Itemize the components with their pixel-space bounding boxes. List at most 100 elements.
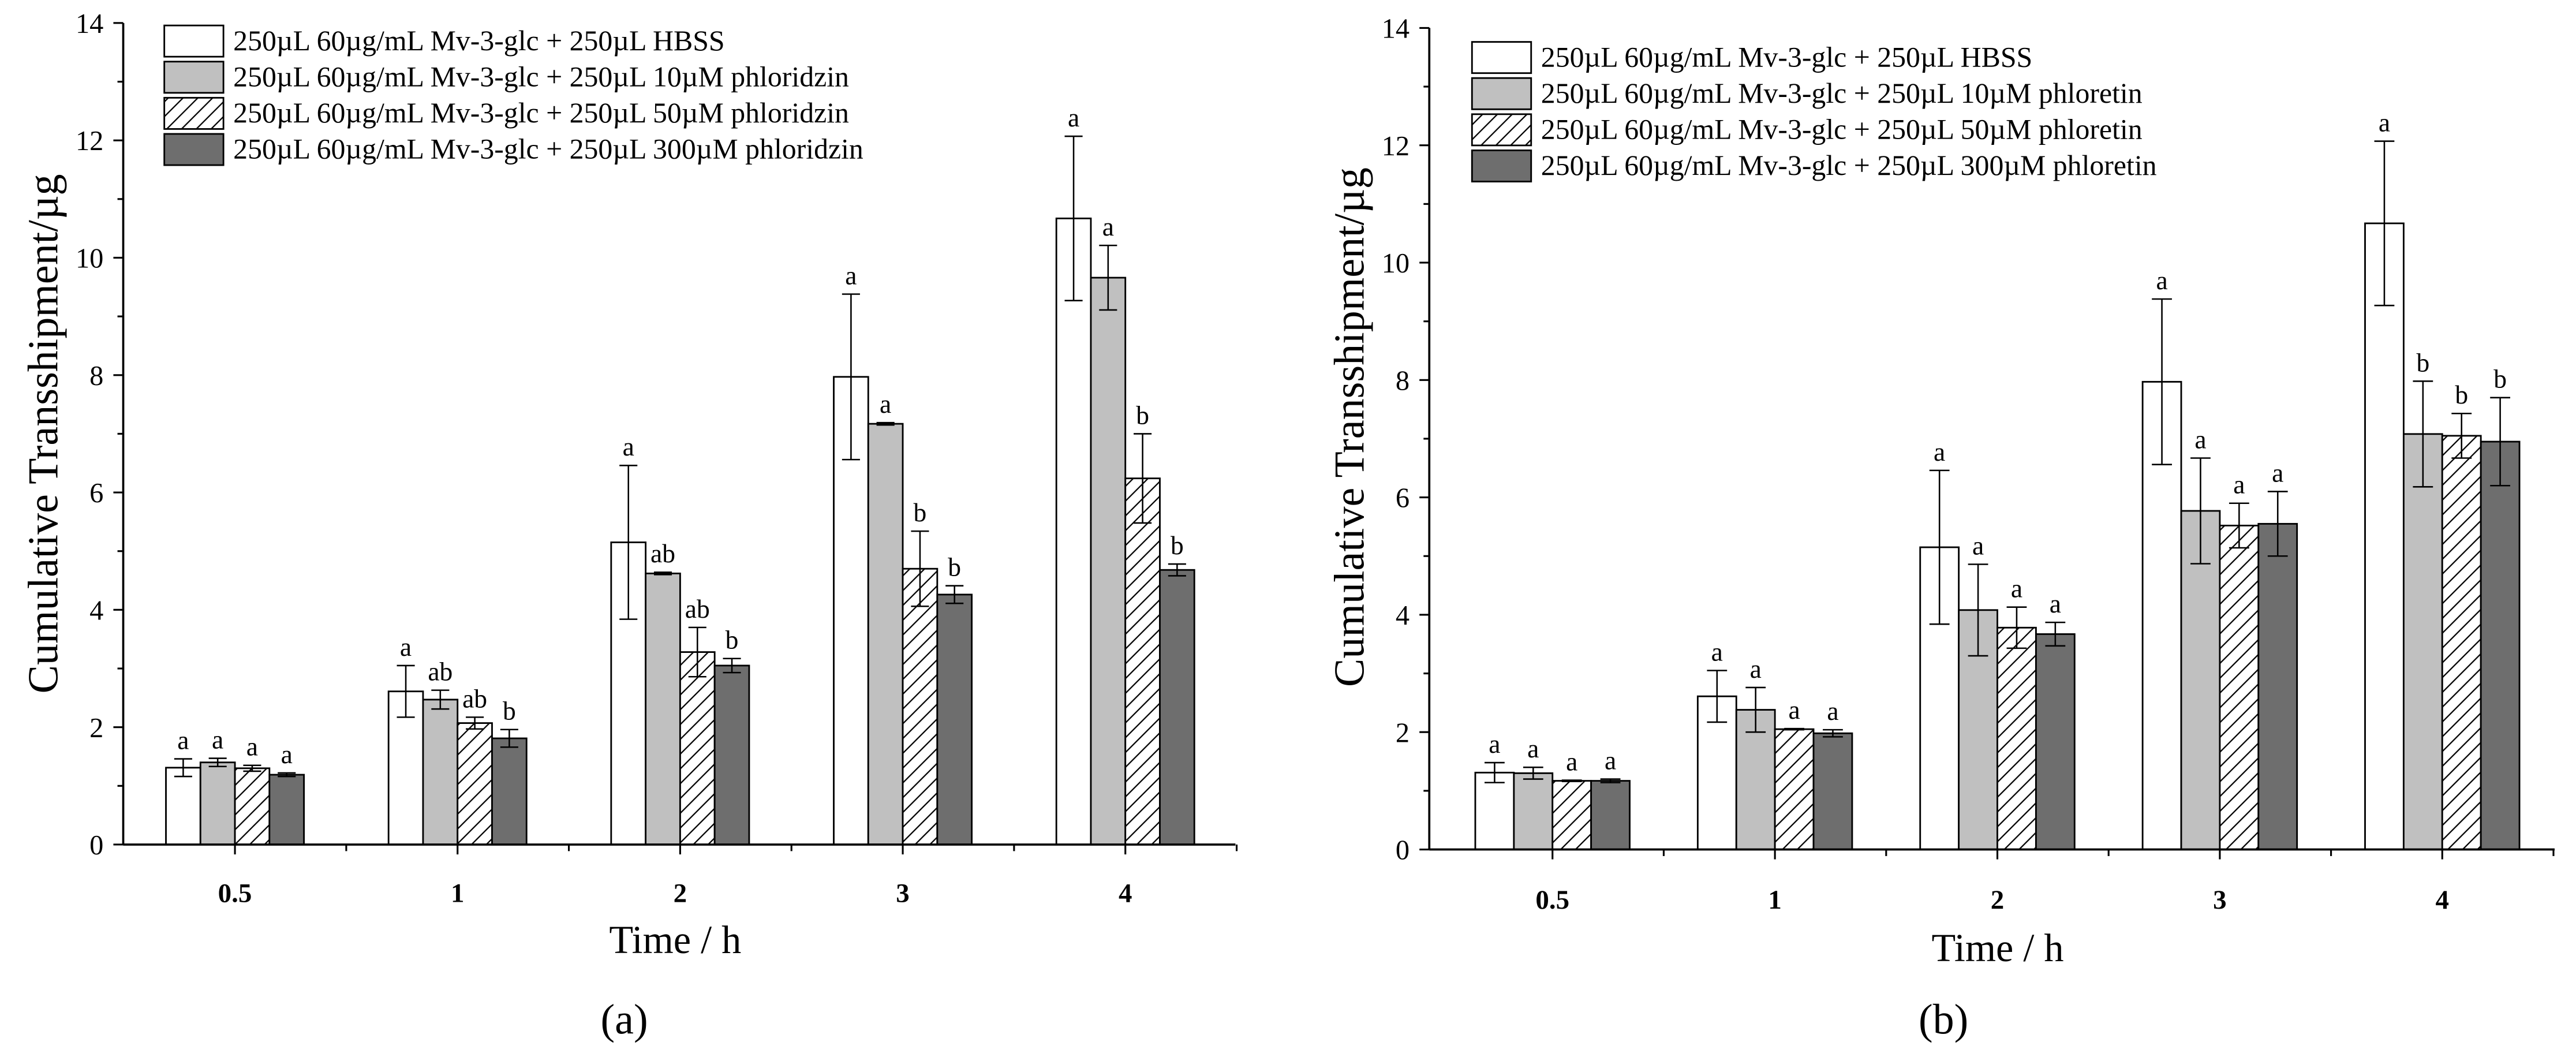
panel-b-significance-letter-series4-time3: a (2050, 589, 2061, 618)
panel-a-bar-series2-time2 (422, 699, 459, 846)
panel-a-legend-label-4: 250µL 60µg/mL Mv-3-glc + 250µL 300µM phl… (233, 133, 863, 165)
panel-a-significance-letter-series4-time4: b (948, 552, 961, 582)
panel-b-bar-series3-time3 (1997, 626, 2037, 850)
panel-b-error-bar-series1-time3 (1929, 469, 1950, 625)
panel-a-legend-swatch-1 (163, 24, 225, 58)
panel-a-error-bar-series3-time2 (466, 716, 484, 730)
panel-a-error-bar-series3-time1 (243, 764, 261, 772)
panel-a-error-bar-series1-time2 (397, 664, 415, 718)
panel-a-bar-series3-time4 (902, 567, 939, 846)
panel-a-significance-letter-series4-time5: b (1171, 531, 1184, 560)
panel-b-significance-letter-series2-time1: a (1527, 734, 1539, 763)
panel-b-y-tick-label: 0 (1396, 835, 1409, 866)
panel-b-bar-series3-time5 (2441, 435, 2482, 850)
panel-b-error-bar-series3-time4 (2229, 502, 2249, 549)
panel-a-x-axis-title: Time / h (609, 918, 741, 962)
panel-b-significance-letter-series2-time2: a (1750, 654, 1762, 683)
panel-b-y-tick-label: 4 (1396, 600, 1409, 631)
panel-a-error-bar-series3-time3 (688, 626, 706, 678)
panel-a-y-tick-label: 4 (89, 595, 103, 626)
panel-a-bar-series3-time1 (234, 767, 271, 846)
panel-a-bar-series1-time5 (1055, 217, 1092, 846)
panel-b-significance-letter-series2-time3: a (1972, 531, 1984, 560)
panel-a-error-bar-series1-time3 (619, 465, 638, 620)
panel-b-error-bar-series3-time2 (1784, 727, 1804, 731)
panel-b-significance-letter-series1-time2: a (1711, 637, 1723, 666)
panel-a-significance-letter-series4-time1: a (281, 739, 293, 769)
panel-b-bar-series2-time1 (1513, 772, 1554, 850)
panel-a-error-bar-series1-time1 (174, 758, 192, 778)
panel-b-significance-letter-series3-time2: a (1788, 695, 1800, 724)
panel-a-error-bar-series2-time3 (653, 572, 672, 576)
panel-b-y-tick-label: 6 (1396, 483, 1409, 514)
panel-a-significance-letter-series1-time3: a (623, 432, 634, 461)
panel-a-y-tick-label: 6 (89, 478, 103, 509)
panel-b-y-tick-label: 14 (1382, 13, 1409, 44)
panel-a-significance-letter-series2-time1: a (212, 724, 223, 754)
panel-b-bar-series4-time1 (1590, 780, 1631, 850)
panel-a-error-bar-series2-time2 (431, 689, 450, 710)
panel-a-error-bar-series4-time5 (1168, 563, 1186, 577)
panel-b-significance-letter-series4-time2: a (1827, 696, 1838, 726)
panel-b-error-bar-series4-time2 (1823, 729, 1843, 738)
panel-a-x-tick-label: 1 (451, 879, 464, 909)
panel-a-bar-series4-time4 (936, 593, 973, 846)
panel-a-significance-letter-series1-time4: a (845, 260, 857, 290)
panel-b-y-tick-label: 10 (1382, 248, 1409, 279)
panel-a-significance-letter-series3-time2: ab (462, 683, 487, 713)
panel-b-error-bar-series1-time5 (2374, 140, 2395, 307)
panel-a-x-tick-label: 2 (674, 879, 687, 909)
panel-a-significance-letter-series3-time5: b (1136, 400, 1149, 429)
panel-b-legend-swatch-2 (1471, 77, 1532, 110)
panel-b-bar-series1-time1 (1474, 771, 1515, 850)
panel-a-error-bar-series4-time2 (500, 729, 518, 748)
panel-a-legend-swatch-4 (163, 133, 225, 166)
panel-b-error-bar-series1-time1 (1485, 761, 1505, 783)
panel-a-bar-series3-time3 (679, 651, 716, 846)
panel-b-bar-series4-time5 (2480, 440, 2521, 850)
panel-b-y-tick-label: 12 (1382, 131, 1409, 162)
panel-a-error-bar-series4-time3 (723, 658, 741, 674)
panel-a-y-tick-label: 0 (89, 830, 103, 861)
panel-a-significance-letter-series2-time4: a (880, 389, 891, 419)
panel-a-significance-letter-series1-time2: a (400, 632, 412, 662)
panel-b-significance-letter-series1-time3: a (1934, 437, 1945, 466)
panel-b-legend-label-1: 250µL 60µg/mL Mv-3-glc + 250µL HBSS (1541, 41, 2032, 73)
panel-b-error-bar-series2-time1 (1523, 766, 1543, 780)
panel-a-x-tick-label: 0.5 (218, 879, 252, 909)
panel-b-y-tick-label: 8 (1396, 365, 1409, 396)
panel-a-bar-series2-time5 (1090, 277, 1127, 846)
panel-b-significance-letter-series2-time5: b (2416, 348, 2429, 377)
panel-b-x-tick-label: 3 (2213, 885, 2226, 915)
panel-a-y-tick-label: 12 (76, 126, 103, 156)
panel-b-error-bar-series2-time5 (2413, 380, 2433, 488)
panel-b-legend-label-4: 250µL 60µg/mL Mv-3-glc + 250µL 300µM phl… (1541, 150, 2157, 181)
panel-b-caption: (b) (1919, 996, 1968, 1043)
panel-b-bar-series3-time1 (1551, 780, 1592, 850)
panel-b-error-bar-series2-time4 (2190, 457, 2211, 565)
panel-b-significance-letter-series4-time1: a (1605, 745, 1616, 775)
panel-b-legend-swatch-3 (1471, 113, 1532, 147)
panel-a-bar-series3-time2 (457, 722, 493, 846)
panel-b-x-tick-label: 1 (1768, 885, 1781, 915)
panel-b-significance-letter-series1-time5: a (2379, 107, 2390, 137)
panel-a-error-bar-series2-time5 (1099, 244, 1117, 311)
panel-a-bar-series2-time1 (199, 761, 236, 846)
panel-a-bar-series1-time1 (165, 767, 201, 846)
panel-b-y-axis-title: Cumulative Transshipment/µg (1326, 167, 1373, 687)
panel-a-significance-letter-series3-time4: b (914, 498, 927, 527)
panel-a-error-bar-series1-time5 (1064, 135, 1083, 301)
panel-a-x-tick-label: 3 (896, 879, 909, 909)
panel-a-legend-label-2: 250µL 60µg/mL Mv-3-glc + 250µL 10µM phlo… (233, 61, 849, 92)
panel-a-significance-letter-series2-time5: a (1102, 212, 1114, 241)
panel-a-error-bar-series3-time4 (911, 530, 929, 607)
panel-a-bar-series3-time5 (1124, 477, 1161, 846)
panel-a-y-tick-label: 2 (89, 713, 103, 744)
panel-b-x-tick-label: 4 (2436, 885, 2449, 915)
panel-b-bar-series4-time2 (1812, 732, 1853, 850)
panel-b-error-bar-series1-time2 (1707, 670, 1728, 723)
